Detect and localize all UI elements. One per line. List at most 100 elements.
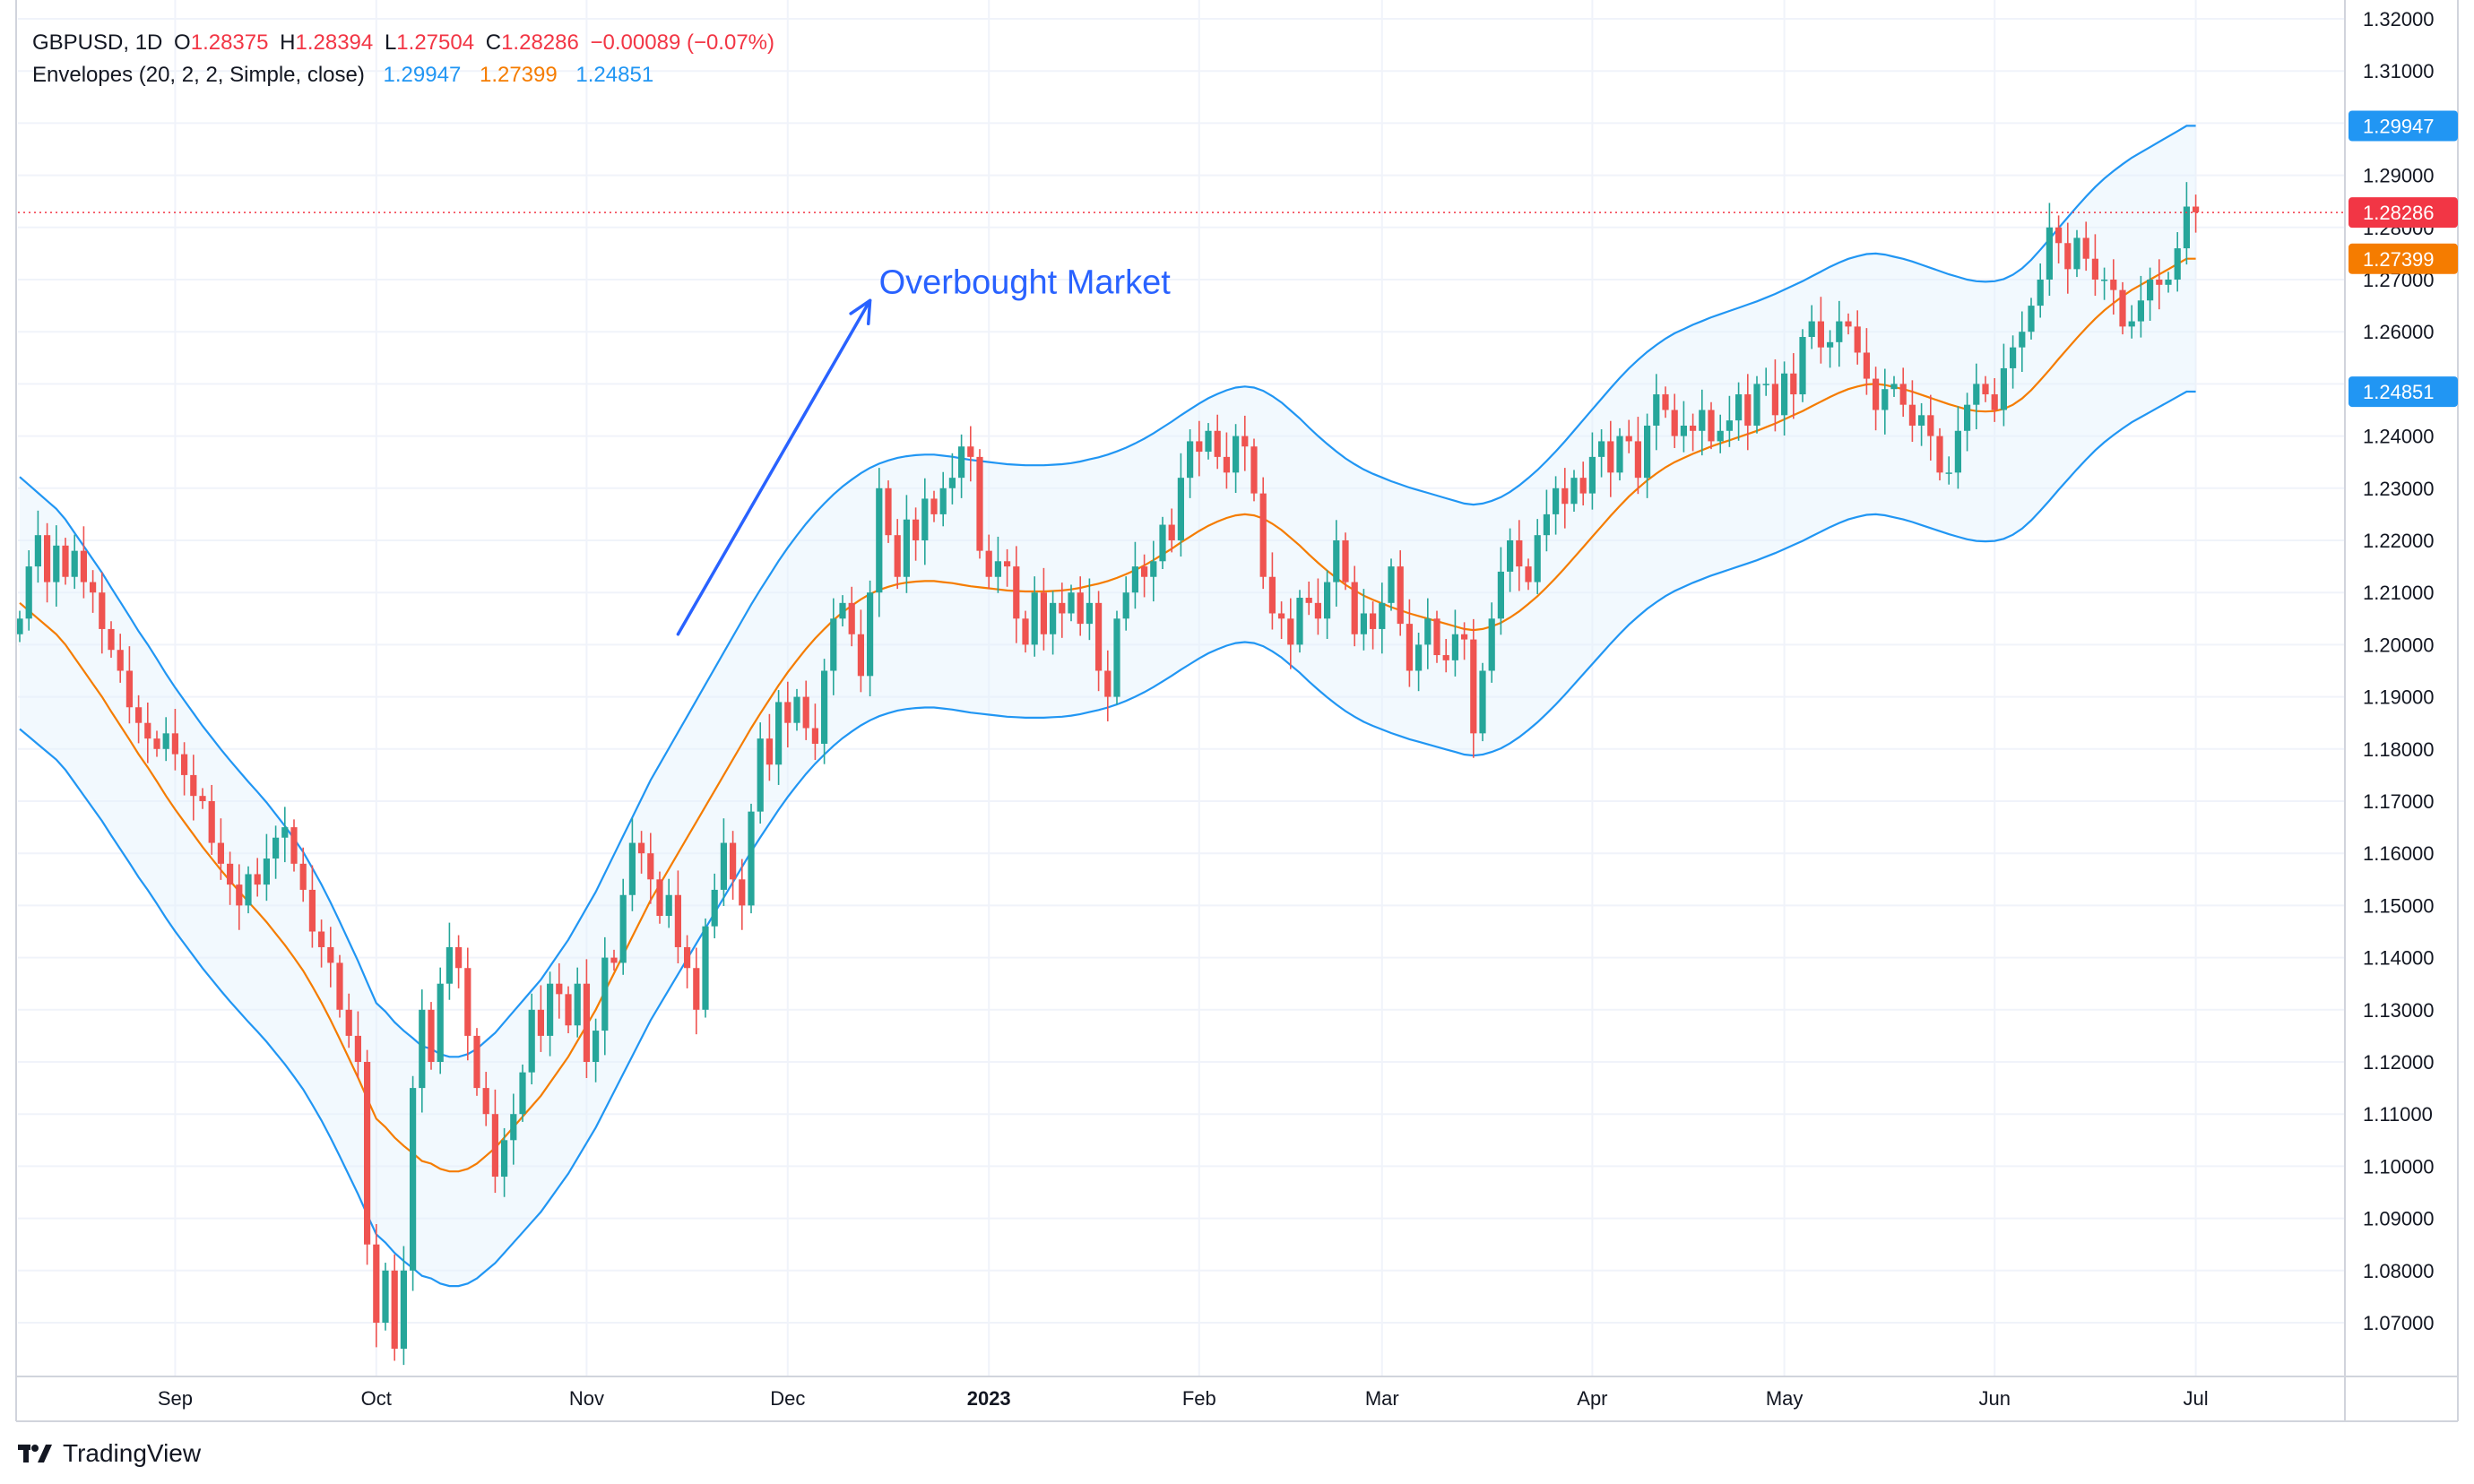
candle[interactable] [1424,598,1432,669]
candle[interactable] [976,449,983,559]
candle[interactable] [144,703,151,764]
candle[interactable] [2156,259,2163,310]
candle[interactable] [1305,581,1312,616]
candle[interactable] [190,755,197,821]
price-tag[interactable]: 1.24851 [2349,376,2458,408]
candle[interactable] [1927,394,1934,461]
candle[interactable] [1945,456,1952,485]
candle[interactable] [867,580,874,697]
candle[interactable] [967,426,974,482]
candle[interactable] [547,971,554,1057]
candle[interactable] [1141,554,1148,598]
candle[interactable] [930,490,938,522]
candle[interactable] [208,784,215,855]
candle[interactable] [2028,298,2035,340]
candle[interactable] [1881,368,1889,435]
candle[interactable] [1525,558,1532,591]
candle[interactable] [1059,582,1066,638]
candle[interactable] [491,1089,498,1194]
candle[interactable] [1908,380,1916,443]
candle[interactable] [1196,420,1203,477]
candle[interactable] [153,730,160,757]
candle[interactable] [1799,329,1806,402]
candle[interactable] [373,1224,380,1348]
candle[interactable] [135,695,143,744]
candle[interactable] [684,935,691,988]
candle[interactable] [811,703,818,761]
brand-logo[interactable]: TradingView [18,1439,201,1468]
candle[interactable] [1177,453,1184,557]
candle[interactable] [2183,182,2190,265]
candle[interactable] [748,803,755,914]
candle[interactable] [711,873,718,939]
candle[interactable] [62,538,69,585]
candle[interactable] [336,954,343,1018]
candle[interactable] [1268,552,1276,630]
candle[interactable] [656,871,663,924]
candle[interactable] [80,526,87,599]
candle[interactable] [1726,395,1733,447]
candle[interactable] [693,947,700,1035]
candle[interactable] [1634,417,1641,495]
candle[interactable] [199,788,206,809]
candle[interactable] [437,967,444,1074]
candle[interactable] [1579,462,1587,506]
candle[interactable] [830,598,837,695]
candle[interactable] [1287,598,1294,669]
candle[interactable] [1250,438,1258,502]
candle[interactable] [1004,548,1011,587]
candle[interactable] [2119,281,2126,335]
candle[interactable] [1150,540,1157,602]
candle[interactable] [593,1018,600,1083]
candle[interactable] [1507,528,1514,592]
candle[interactable] [839,595,846,627]
candle[interactable] [1516,520,1523,591]
candle[interactable] [1771,359,1778,432]
candle[interactable] [730,831,737,900]
candle[interactable] [236,864,243,930]
candle[interactable] [628,818,636,911]
candle[interactable] [601,936,609,1056]
candle[interactable] [227,851,234,905]
candle[interactable] [181,742,188,796]
candle[interactable] [1954,406,1961,489]
candle[interactable] [299,847,307,902]
candle[interactable] [473,1028,480,1096]
candle[interactable] [2091,234,2098,297]
candle[interactable] [2046,203,2053,297]
candle[interactable] [1433,610,1440,663]
candle[interactable] [565,986,572,1033]
candle[interactable] [1616,427,1623,481]
candle[interactable] [939,471,947,527]
candle[interactable] [162,717,169,762]
candle[interactable] [519,1064,526,1122]
candle[interactable] [1113,610,1120,705]
candle[interactable] [802,680,809,740]
price-tag[interactable]: 1.28286 [2349,197,2458,229]
candle[interactable] [1205,423,1212,460]
candle[interactable] [90,570,97,613]
symbol-label[interactable]: GBPUSD, 1D [32,30,163,55]
candle[interactable] [903,495,910,593]
candle[interactable] [410,1075,417,1291]
candle[interactable] [25,550,32,631]
candle[interactable] [894,519,901,590]
candle[interactable] [245,866,252,914]
candle[interactable] [1050,591,1057,655]
candle[interactable] [1873,367,1880,431]
candle[interactable] [308,865,316,948]
candle[interactable] [1570,470,1578,512]
candle[interactable] [1187,429,1194,498]
candle[interactable] [1068,584,1075,622]
candle[interactable] [455,935,463,988]
candle[interactable] [1918,402,1925,446]
candle[interactable] [1461,622,1468,660]
candle[interactable] [1451,609,1458,677]
candle[interactable] [848,586,855,647]
candle[interactable] [793,688,800,731]
candle[interactable] [1964,393,1971,452]
arrow-shaft[interactable] [676,298,872,636]
candle[interactable] [2010,335,2017,389]
candle[interactable] [354,1011,361,1079]
